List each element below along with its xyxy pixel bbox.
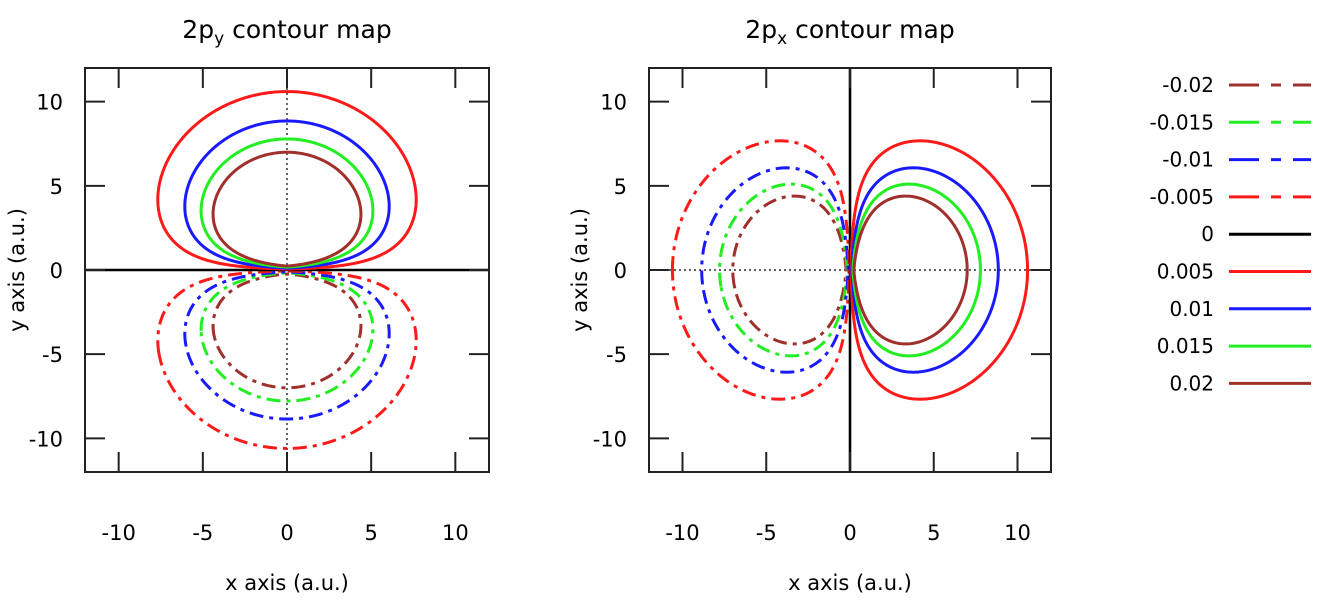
contour-level-0p02 bbox=[211, 150, 363, 268]
legend-entry: 0 bbox=[1201, 222, 1311, 246]
plot-title-2px: 2px contour map bbox=[745, 15, 954, 49]
contour-level-0p02 bbox=[852, 194, 969, 346]
y-tick-label: -10 bbox=[29, 427, 63, 451]
contour-level-0p005 bbox=[849, 139, 1030, 401]
legend-label: 0.01 bbox=[1169, 297, 1214, 321]
legend-label: -0.02 bbox=[1162, 73, 1214, 97]
y-tick-label: 10 bbox=[36, 91, 63, 115]
x-tick-label: -10 bbox=[102, 521, 136, 545]
x-tick-label: 5 bbox=[927, 521, 940, 545]
y-tick-label: -5 bbox=[606, 343, 627, 367]
y-tick-label: 0 bbox=[614, 259, 627, 283]
contour-level--0p01 bbox=[183, 270, 391, 421]
legend-entry: 0.005 bbox=[1157, 260, 1311, 284]
legend-entry: 0.02 bbox=[1169, 371, 1311, 395]
contour-level--0p015 bbox=[718, 182, 849, 358]
contour-level--0p005 bbox=[670, 139, 851, 401]
contour-level--0p015 bbox=[199, 271, 375, 403]
x-axis-label-2px: x axis (a.u.) bbox=[788, 571, 912, 595]
legend-entry: -0.02 bbox=[1162, 73, 1311, 97]
y-tick-label: 10 bbox=[600, 91, 627, 115]
x-tick-label: 10 bbox=[442, 521, 469, 545]
plot-2py: -10 -5 0 5 10 10 5 0 -5 -10 bbox=[29, 67, 490, 545]
x-tick-label: 5 bbox=[364, 521, 377, 545]
legend: -0.02 -0.015 -0.01 -0.005 0 0.005 0.01 0.015 0.0… bbox=[1150, 73, 1311, 395]
x-tick-label: 0 bbox=[280, 521, 293, 545]
y-tick-label: -5 bbox=[42, 343, 63, 367]
legend-label: -0.015 bbox=[1150, 110, 1214, 134]
x-tick-label: -5 bbox=[756, 521, 777, 545]
legend-entry: 0.015 bbox=[1157, 334, 1311, 358]
legend-label: 0.015 bbox=[1157, 334, 1214, 358]
y-axis-label-2py: y axis (a.u.) bbox=[5, 208, 29, 332]
legend-label: 0.005 bbox=[1157, 260, 1214, 284]
x-tick-label: -5 bbox=[192, 521, 213, 545]
legend-entry: 0.01 bbox=[1169, 297, 1311, 321]
y-tick-label: 0 bbox=[50, 259, 63, 283]
y-tick-label: -10 bbox=[593, 427, 627, 451]
contour-level--0p02 bbox=[731, 194, 848, 346]
plot-title-2py: 2py contour map bbox=[182, 15, 391, 49]
legend-label: 0.02 bbox=[1169, 371, 1214, 395]
legend-entry: -0.015 bbox=[1150, 110, 1311, 134]
contour-level-0p01 bbox=[850, 166, 1000, 374]
y-tick-label: 5 bbox=[614, 175, 627, 199]
contour-level-0p005 bbox=[156, 90, 418, 271]
legend-label: -0.01 bbox=[1162, 148, 1214, 172]
x-tick-label: -10 bbox=[665, 521, 699, 545]
y-tick-label: 5 bbox=[50, 175, 63, 199]
legend-entry: -0.005 bbox=[1150, 185, 1311, 209]
x-axis-label-2py: x axis (a.u.) bbox=[225, 571, 349, 595]
x-tick-label: 10 bbox=[1004, 521, 1031, 545]
plot-2px: -10 -5 0 5 10 10 5 0 -5 -10 bbox=[593, 67, 1052, 545]
x-tick-label: 0 bbox=[843, 521, 856, 545]
contour-level-0p015 bbox=[851, 182, 982, 358]
legend-label: -0.005 bbox=[1150, 185, 1214, 209]
contour-level-0p01 bbox=[183, 119, 391, 270]
legend-entry: -0.01 bbox=[1162, 148, 1311, 172]
legend-label: 0 bbox=[1201, 222, 1214, 246]
contour-level--0p02 bbox=[211, 272, 363, 390]
contour-level-0p015 bbox=[199, 137, 375, 269]
contour-level--0p005 bbox=[156, 269, 418, 450]
y-axis-label-2px: y axis (a.u.) bbox=[568, 208, 592, 332]
